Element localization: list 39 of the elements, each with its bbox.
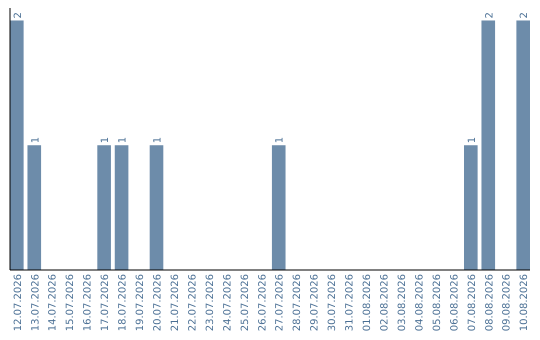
data-label: 2 <box>12 12 24 18</box>
x-tick-label: 08.08.2026 <box>484 274 496 332</box>
x-tick-label: 29.07.2026 <box>310 274 321 332</box>
x-tick-label: 18.07.2026 <box>118 274 129 332</box>
data-label: 1 <box>30 136 42 144</box>
x-tick-label: 04.08.2026 <box>414 274 426 332</box>
x-tick-label: 30.07.2026 <box>327 274 338 332</box>
x-tick-label: 22.07.2026 <box>187 274 198 332</box>
data-label: 2 <box>519 12 530 18</box>
data-label: 1 <box>274 136 286 144</box>
x-tick-label: 26.07.2026 <box>257 274 268 332</box>
x-tick-label: 23.07.2026 <box>204 274 216 332</box>
x-tick-label: 10.08.2026 <box>519 274 530 332</box>
x-tick-label: 05.08.2026 <box>432 274 443 332</box>
x-tick-label: 24.07.2026 <box>222 274 234 332</box>
x-tick-label: 14.07.2026 <box>48 274 59 332</box>
x-tick-label: 13.07.2026 <box>30 274 42 332</box>
x-tick-label: 07.08.2026 <box>466 274 478 332</box>
x-tick-label: 12.07.2026 <box>12 274 24 332</box>
x-tick-label: 31.07.2026 <box>344 274 356 332</box>
x-tick-label: 15.07.2026 <box>65 274 76 332</box>
x-tick-label: 16.07.2026 <box>82 274 94 332</box>
x-tick-label: 02.08.2026 <box>380 274 390 332</box>
x-tick-label: 01.08.2026 <box>362 274 374 332</box>
x-tick-label: 21.07.2026 <box>170 274 181 332</box>
x-tick-label: 09.08.2026 <box>502 274 513 332</box>
x-tick-label: 03.08.2026 <box>396 274 408 332</box>
x-tick-label: 06.08.2026 <box>449 274 460 332</box>
data-label: 1 <box>152 136 164 144</box>
x-tick-label: 27.07.2026 <box>274 274 286 332</box>
x-tick-label: 28.07.2026 <box>292 274 304 332</box>
x-tick-label: 25.07.2026 <box>240 274 251 332</box>
data-label: 1 <box>466 136 478 144</box>
data-label: 2 <box>484 12 496 18</box>
x-tick-label: 17.07.2026 <box>100 274 112 332</box>
data-label: 1 <box>118 136 129 144</box>
x-tick-label: 20.07.2026 <box>152 274 164 332</box>
x-tick-label: 19.07.2026 <box>135 274 146 332</box>
data-label: 1 <box>100 136 112 144</box>
